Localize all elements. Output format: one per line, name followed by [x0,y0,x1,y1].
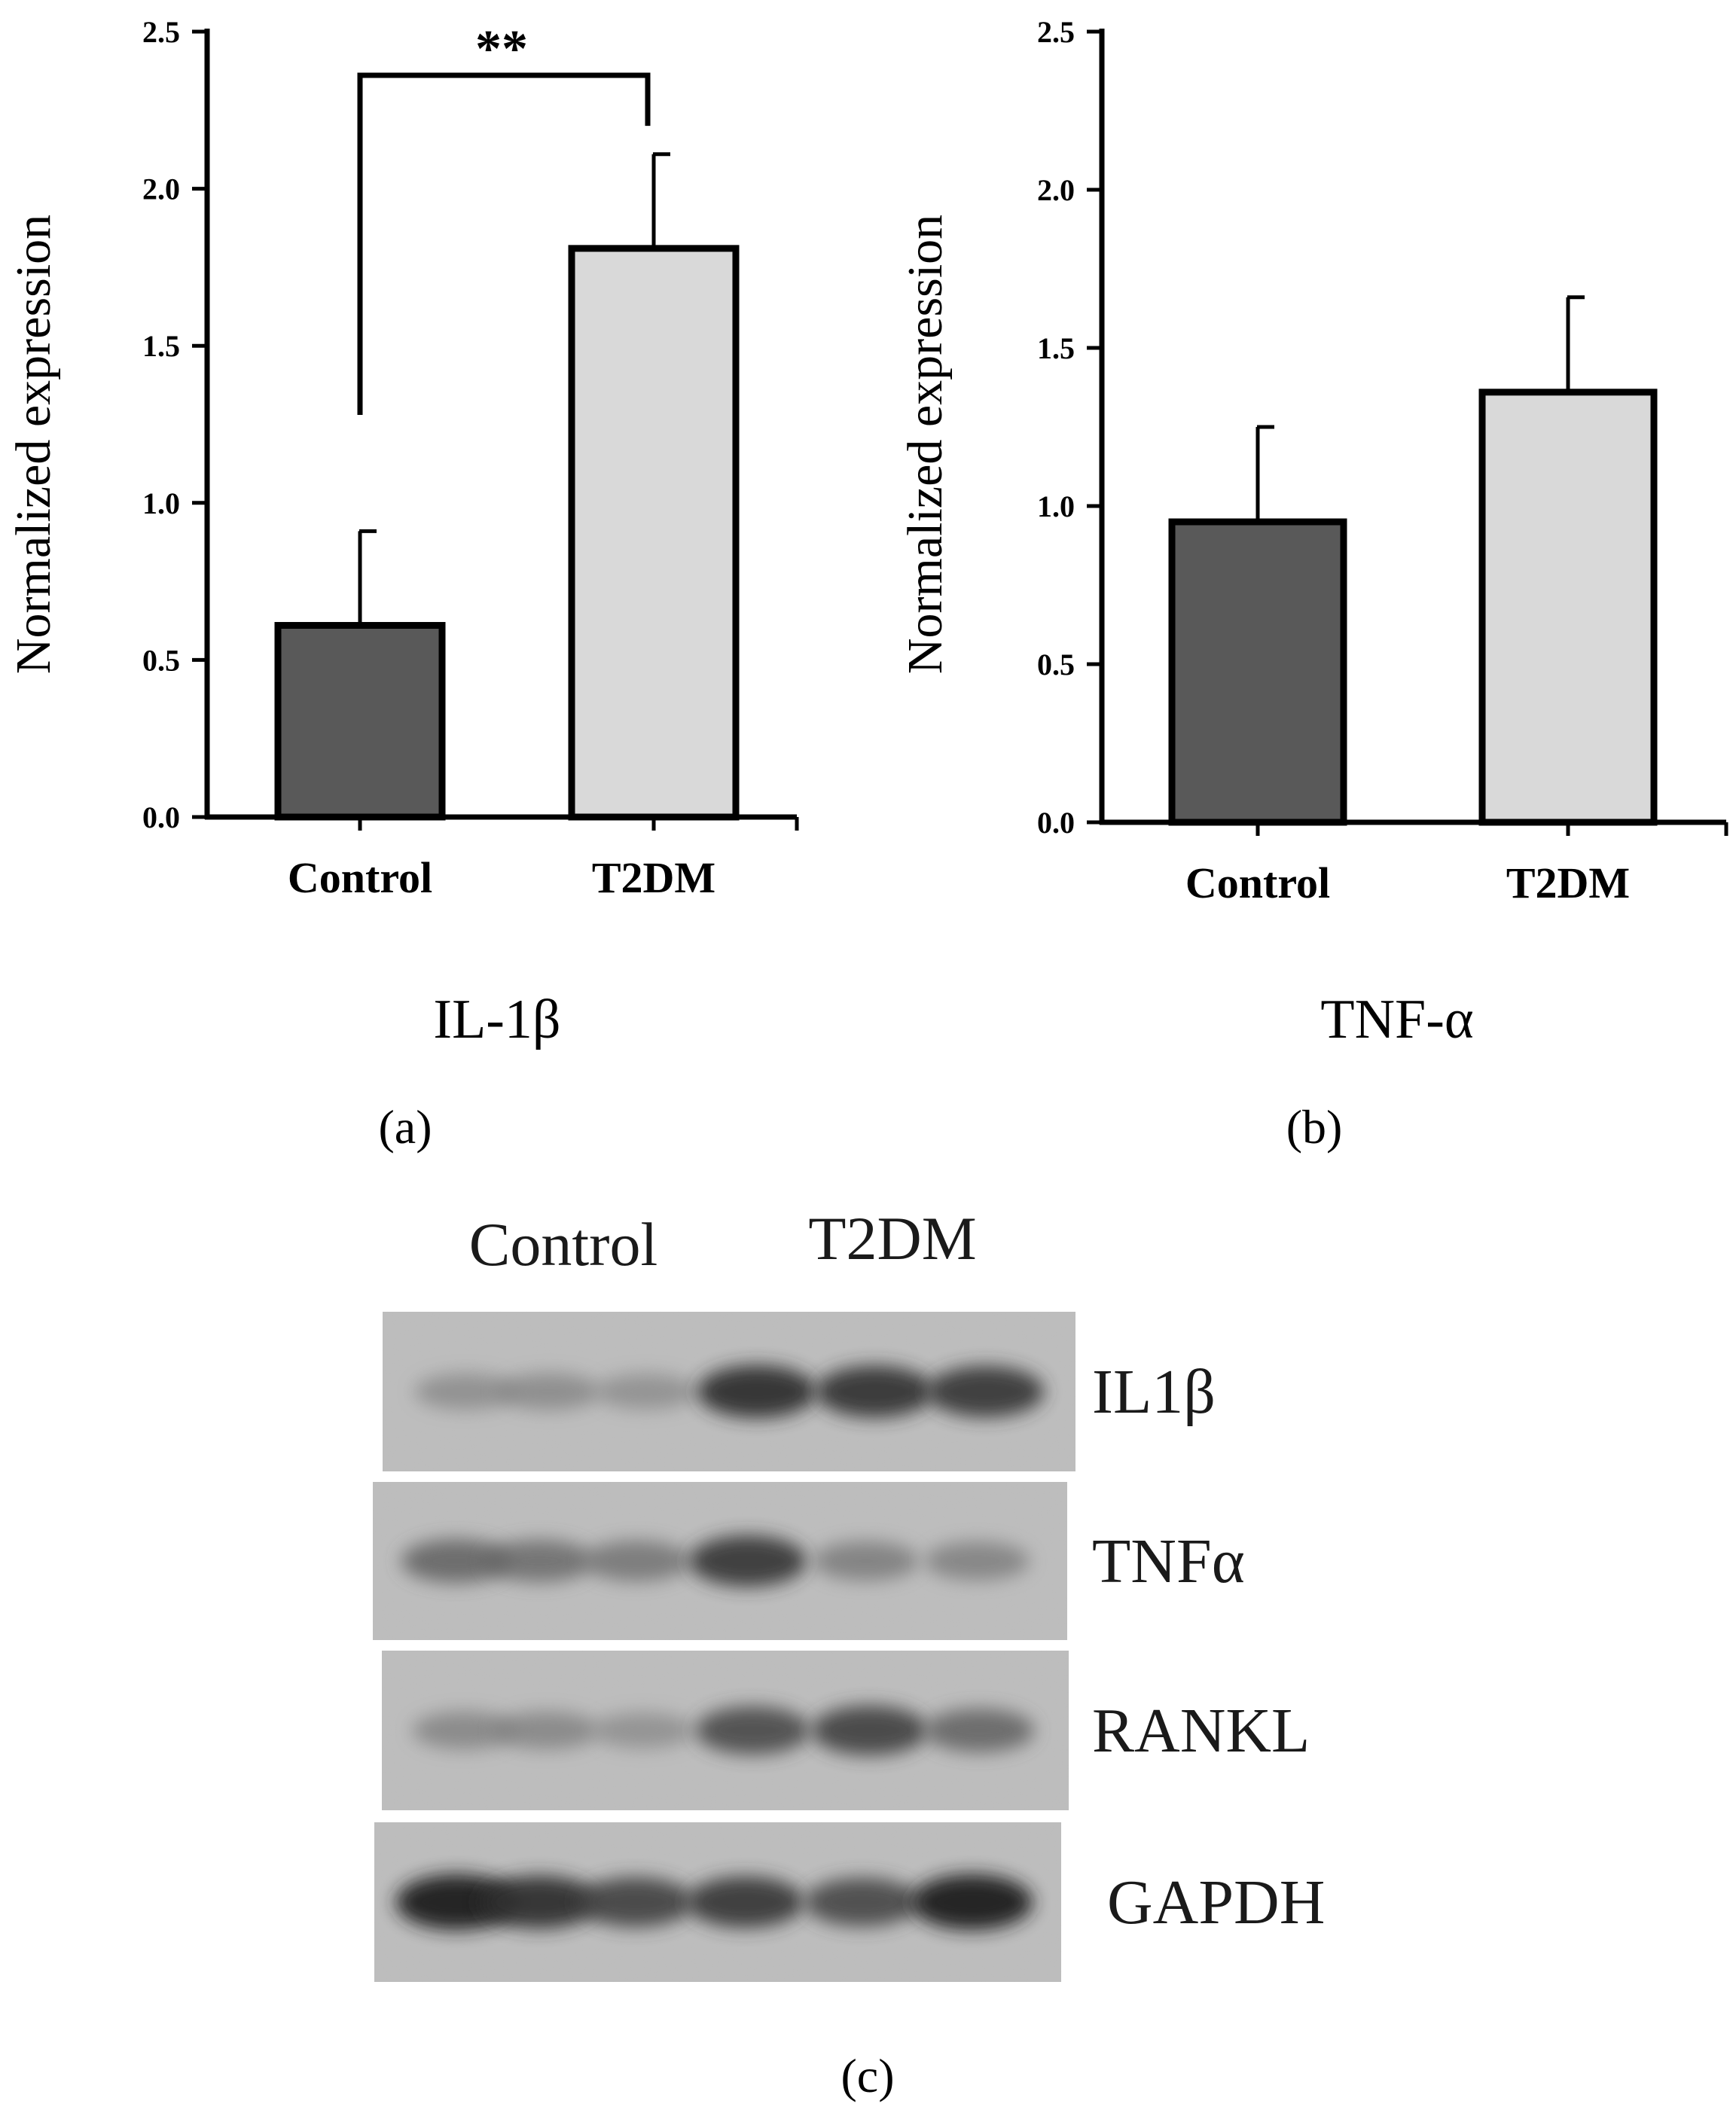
panel-b-y-axis-label: Normalized expression [898,215,953,674]
significance-marker: ** [475,20,528,78]
panel-b-title: TNF-α [1320,989,1473,1050]
blot-band [497,1373,601,1410]
blot-row-label: IL1β [1092,1357,1216,1427]
blot-row-il1β: IL1β [383,1312,1216,1471]
blot-row-label: GAPDH [1107,1867,1325,1938]
x-tick-label: Control [1185,858,1330,907]
y-tick-label: 1.5 [1037,331,1075,365]
panel-c-western-blot: Control T2DM IL1β TNFα RANKL GAPDH (c) [373,1204,1325,2102]
y-tick-label: 2.5 [1037,15,1075,49]
blot-band [595,1374,697,1410]
blot-band [485,1540,594,1582]
panel-b-y-ticks: 0.0 0.5 1.0 1.5 2.0 2.5 [1037,15,1102,840]
blot-band [813,1541,919,1581]
panel-b-x-tick-labels: Control T2DM [1185,858,1630,907]
panel-a-letter: (a) [378,1100,432,1154]
bar-control [1168,518,1347,826]
panel-a-chart: Normalized expression 0.0 0.5 1.0 1.5 2.0 2.5… [6,15,799,1154]
panel-a-error-bars [358,152,670,626]
y-tick-label: 0.5 [142,643,180,677]
y-tick-label: 2.5 [142,15,180,49]
blot-row-gapdh: GAPDH [374,1822,1325,1982]
blot-band [911,1874,1033,1930]
blot-band [583,1541,691,1581]
panel-b-chart: Normalized expression 0.0 0.5 1.0 1.5 2.0 2.5… [898,15,1728,1154]
y-tick-label: 2.0 [1037,173,1075,207]
blot-band [591,1712,694,1749]
blot-band [811,1706,928,1755]
panel-a-axes [204,29,799,831]
panel-a-y-ticks: 0.0 0.5 1.0 1.5 2.0 2.5 [142,15,207,834]
panel-a-x-tick-labels: Control T2DM [288,853,715,902]
panel-a-title: IL-1β [433,989,560,1050]
blot-band [695,1706,810,1755]
blot-band [479,1876,599,1928]
y-tick-label: 0.0 [142,800,180,834]
panel-b-letter: (b) [1286,1100,1343,1154]
blot-band [395,1874,518,1930]
bar-t2dm [1478,389,1658,826]
x-tick-label: T2DM [592,853,715,902]
y-tick-label: 1.0 [1037,489,1075,523]
blot-band [401,1539,511,1583]
blot-band [924,1541,1030,1581]
blot-row-label: TNFα [1092,1526,1245,1596]
panel-a-significance-bracket: ** [357,20,651,415]
blot-band [804,1877,920,1927]
y-tick-label: 1.5 [142,329,180,363]
blot-row-label: RANKL [1092,1696,1310,1766]
bar-control [274,622,446,821]
blot-band [688,1535,807,1587]
blot-band [494,1712,599,1749]
panel-b-axes [1099,29,1728,836]
blot-group-label-control: Control [469,1210,658,1279]
panel-a-y-axis-label: Normalized expression [6,215,61,674]
panel-a-bars [274,245,740,821]
blot-band [697,1365,816,1418]
blot-group-label-t2dm: T2DM [808,1204,976,1273]
blot-band [815,1365,934,1418]
y-tick-label: 1.0 [142,486,180,520]
blot-strips: IL1β TNFα RANKL GAPDH [373,1312,1325,1982]
blot-band [414,1374,517,1410]
blot-band [412,1712,517,1749]
panel-b-bars [1168,389,1658,826]
blot-band [924,1709,1035,1752]
x-tick-label: Control [288,853,432,902]
panel-b-error-bars [1255,295,1585,522]
blot-band [577,1877,694,1927]
y-tick-label: 0.5 [1037,648,1075,681]
y-tick-label: 2.0 [142,172,180,206]
blot-row-tnfα: TNFα [373,1482,1245,1640]
panel-c-letter: (c) [841,2049,894,2102]
blot-band [926,1366,1045,1417]
blot-row-rankl: RANKL [382,1651,1310,1810]
blot-band [686,1877,804,1928]
bar-t2dm [568,245,740,821]
y-tick-label: 0.0 [1037,806,1075,840]
x-tick-label: T2DM [1506,858,1630,907]
